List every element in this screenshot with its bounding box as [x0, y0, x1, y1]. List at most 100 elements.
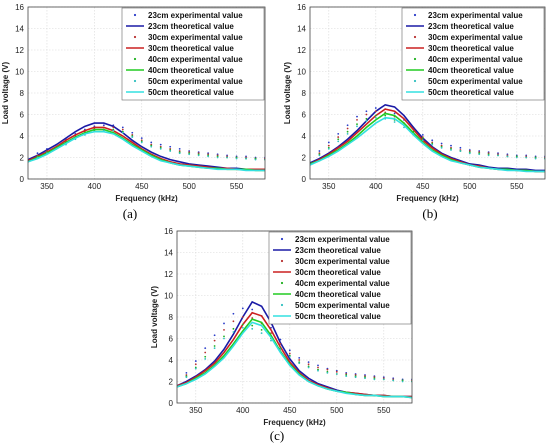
data-point — [197, 154, 200, 157]
legend-swatch-dot — [413, 79, 417, 83]
data-point — [487, 154, 490, 157]
x-tick-label: 450 — [135, 182, 149, 191]
chart-panel-2: 350 400 450 500 550 0 2 4 6 8 10 12 14 16 Frequency (k… — [283, 3, 546, 221]
legend-label: 40cm theoretical value — [148, 66, 234, 75]
data-point — [373, 378, 376, 381]
data-point — [36, 152, 39, 155]
data-point — [318, 150, 321, 152]
y-tick-label: 4 — [169, 356, 174, 365]
data-point — [178, 152, 181, 155]
y-tick-label: 16 — [15, 3, 24, 12]
data-point — [159, 143, 162, 146]
data-point — [213, 347, 216, 350]
data-point — [307, 363, 310, 366]
data-point — [440, 146, 443, 149]
data-point — [185, 372, 188, 374]
panel-label: (b) — [422, 206, 437, 221]
x-axis-label: Frequency (kHz) — [115, 194, 178, 203]
y-tick-label: 10 — [15, 68, 24, 77]
data-point — [288, 352, 291, 355]
data-point — [232, 320, 235, 323]
data-point — [298, 359, 301, 361]
data-point — [393, 121, 396, 123]
data-point — [131, 136, 134, 138]
data-point — [169, 145, 172, 148]
series-line-2 — [310, 103, 545, 172]
data-point — [288, 355, 291, 358]
legend-label: 30cm experimental value — [295, 257, 390, 266]
legend-label: 40cm experimental value — [295, 279, 390, 288]
axes-frame — [309, 6, 546, 180]
legend-label: 30cm theoretical value — [295, 268, 381, 277]
data-point — [223, 322, 225, 325]
data-point — [150, 141, 153, 144]
data-point — [226, 156, 228, 159]
data-point — [102, 124, 105, 127]
legend-swatch-dot — [133, 79, 137, 83]
y-tick-label: 2 — [20, 154, 25, 163]
x-tick-label: 550 — [377, 406, 391, 415]
data-point — [403, 126, 405, 129]
data-point — [346, 130, 349, 133]
legend-swatch-dot — [280, 259, 284, 263]
data-point — [140, 141, 143, 144]
legend: 23cm experimental value 23cm theoretical … — [401, 7, 545, 101]
data-point — [260, 332, 263, 335]
data-point — [121, 126, 124, 129]
data-point — [204, 351, 207, 354]
data-point — [317, 369, 319, 372]
x-tick-label: 450 — [416, 182, 430, 191]
legend-label: 50cm experimental value — [148, 77, 243, 86]
y-tick-label: 16 — [164, 227, 173, 236]
series-group — [310, 103, 545, 173]
y-axis-label: Load voltage (V) — [283, 62, 292, 125]
data-point — [150, 145, 153, 148]
data-point — [112, 129, 115, 132]
data-point — [337, 140, 340, 143]
data-point — [232, 327, 235, 330]
data-point — [232, 331, 235, 333]
chart-panel-1: 350 400 450 500 550 0 2 4 6 8 10 12 14 16 Frequency (k… — [1, 3, 266, 221]
y-tick-label: 8 — [169, 313, 174, 322]
data-point — [213, 334, 216, 337]
data-point — [235, 157, 238, 160]
data-point — [216, 156, 219, 159]
axes-frame — [176, 230, 413, 404]
legend-label: 23cm experimental value — [148, 11, 243, 20]
y-tick-label: 6 — [169, 335, 174, 344]
y-tick-label: 6 — [302, 111, 307, 120]
data-point — [112, 126, 115, 129]
data-point — [121, 131, 124, 134]
legend-label: 30cm theoretical value — [148, 44, 234, 53]
data-point — [185, 376, 188, 379]
data-point — [251, 327, 254, 330]
y-tick-label: 4 — [20, 132, 25, 141]
legend-box — [121, 7, 265, 101]
data-point — [213, 339, 216, 342]
data-point — [318, 154, 321, 157]
x-tick-label: 400 — [236, 406, 250, 415]
legend-swatch-dot — [413, 57, 417, 61]
y-tick-label: 0 — [169, 399, 174, 408]
legend-swatch-dot — [280, 303, 284, 307]
panel-label: (c) — [270, 428, 284, 443]
data-point — [223, 335, 225, 338]
data-point — [337, 132, 340, 135]
legend: 23cm experimental value 23cm theoretical … — [268, 231, 412, 325]
data-point — [450, 144, 452, 147]
x-tick-label: 400 — [88, 182, 102, 191]
legend-label: 50cm experimental value — [295, 301, 390, 310]
legend-label: 40cm theoretical value — [428, 66, 514, 75]
data-point — [307, 366, 310, 369]
data-point — [346, 132, 349, 135]
data-point — [317, 366, 319, 369]
y-tick-label: 12 — [164, 270, 173, 279]
data-point — [245, 157, 247, 160]
x-tick-label: 500 — [330, 406, 344, 415]
data-point — [317, 364, 319, 367]
y-axis-label: Load voltage (V) — [150, 286, 159, 349]
data-point — [365, 120, 368, 122]
data-point — [327, 141, 330, 144]
data-point — [364, 377, 366, 380]
